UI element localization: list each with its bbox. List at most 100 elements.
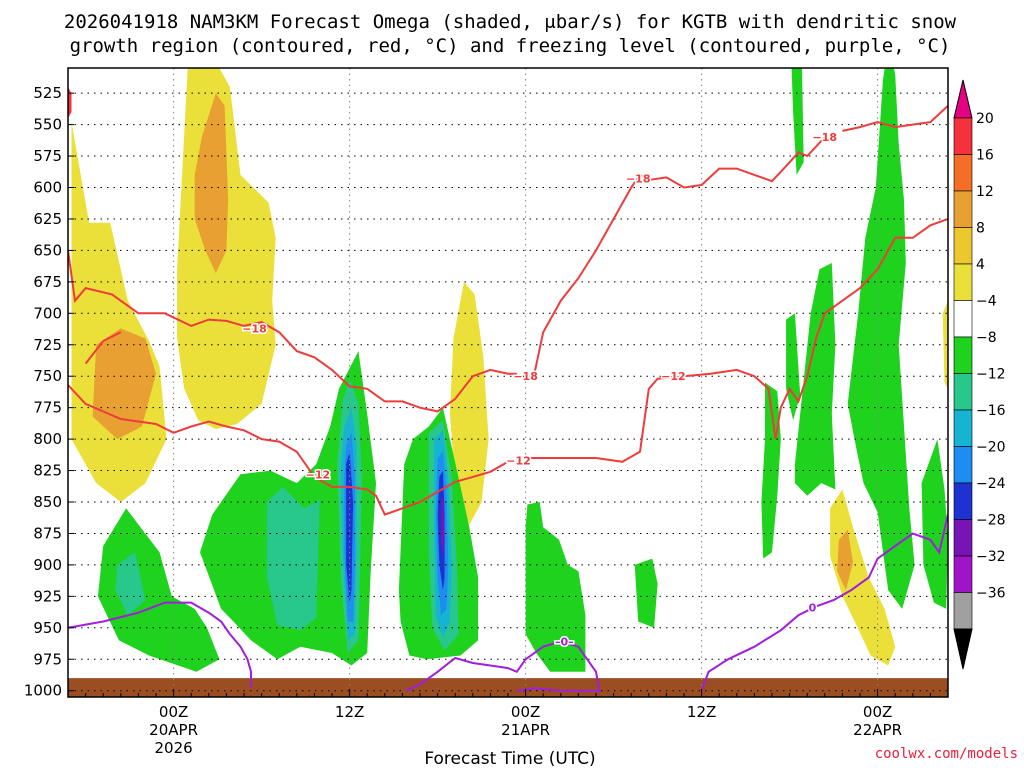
colorbar-label-3: 8 <box>976 221 985 237</box>
omega-region-24-value-neg6 <box>634 558 658 628</box>
omega-region-26-value-neg6 <box>791 68 804 175</box>
credit-text: coolwx.com/models <box>875 746 1018 762</box>
ground-band <box>68 678 948 697</box>
y-tick-label-575: 575 <box>33 147 62 165</box>
colorbar-label-2: 12 <box>976 184 994 200</box>
colorbar-swatch-5 <box>953 300 973 338</box>
x-tick-label-30: 12Z <box>687 703 716 721</box>
colorbar-label-9: −20 <box>976 440 1006 456</box>
dgz-label-6: −12 <box>661 370 686 383</box>
x-tick-label-20: 00Z <box>511 703 540 721</box>
colorbar-swatch-8 <box>953 409 973 447</box>
x-tick-date-0: 20APR <box>149 721 198 739</box>
colorbar-label-13: −36 <box>976 586 1006 602</box>
omega-region-9-value-neg6 <box>97 508 220 672</box>
colorbar-swatch-11 <box>953 519 973 557</box>
y-tick-label-1000: 1000 <box>24 682 62 700</box>
y-tick-label-550: 550 <box>33 116 62 134</box>
dgz-contour-2 <box>842 104 948 132</box>
freezing-label-0: –0– <box>555 636 574 649</box>
omega-region-10-value-neg10 <box>115 552 146 616</box>
omega-region-29-value-neg6 <box>847 68 915 609</box>
x-tick-label-10: 12Z <box>335 703 364 721</box>
y-tick-label-625: 625 <box>33 210 62 228</box>
y-tick-label-850: 850 <box>33 493 62 511</box>
y-tick-label-925: 925 <box>33 587 62 605</box>
x-tick-label-0: 00Z <box>159 703 188 721</box>
dgz-label-4: −12 <box>306 468 331 481</box>
colorbar-label-8: −16 <box>976 403 1006 419</box>
colorbar-label-4: 4 <box>976 257 985 273</box>
colorbar-label-12: −32 <box>976 549 1006 565</box>
freezing-label-1: 0 <box>809 602 817 615</box>
y-tick-label-825: 825 <box>33 462 62 480</box>
freezing-level-1 <box>405 640 601 692</box>
x-tick-label-40: 00Z <box>863 703 892 721</box>
colorbar-swatch-0 <box>953 117 973 155</box>
chart-title-line-1: 2026041918 NAM3KM Forecast Omega (shaded… <box>64 11 957 33</box>
y-tick-label-750: 750 <box>33 367 62 385</box>
x-tick-date-20: 21APR <box>501 721 550 739</box>
y-tick-label-650: 650 <box>33 241 62 259</box>
dgz-label-2: −18 <box>626 173 651 186</box>
y-tick-label-975: 975 <box>33 650 62 668</box>
omega-region-30-value-neg6 <box>921 439 948 609</box>
plot-contents: −18 −18 −18 −18 −12 −12 −12 –0– 0 <box>68 68 948 697</box>
y-tick-label-800: 800 <box>33 430 62 448</box>
colorbar: 20 16 12 8 4 −4 −8 −12 −16 −20 −24 −28 −32 −36 <box>953 79 1006 670</box>
y-tick-label-875: 875 <box>33 524 62 542</box>
colorbar-swatch-10 <box>953 482 973 520</box>
dgz-contour-1 <box>533 136 826 374</box>
omega-region-4-value-6 <box>449 281 489 525</box>
colorbar-label-1: 16 <box>976 148 994 164</box>
colorbar-swatch-9 <box>953 446 973 484</box>
omega-region-27-value-neg6 <box>786 313 801 421</box>
colorbar-label-5: −4 <box>976 294 997 310</box>
omega-region-7-value-10 <box>837 529 853 591</box>
y-tick-label-950: 950 <box>33 619 62 637</box>
dgz-contour-5 <box>84 331 122 365</box>
colorbar-top-arrow <box>953 79 973 119</box>
omega-region-12-value-neg10 <box>266 486 320 631</box>
y-tick-label-675: 675 <box>33 273 62 291</box>
y-tick-label-900: 900 <box>33 556 62 574</box>
freezing-level-2 <box>700 514 948 692</box>
colorbar-swatch-3 <box>953 227 973 265</box>
dgz-contour-3 <box>68 384 509 516</box>
omega-region-3-value-10 <box>194 93 229 274</box>
colorbar-swatch-6 <box>953 336 973 374</box>
dgz-contour-0 <box>68 250 517 413</box>
freezing-level-0 <box>68 601 252 689</box>
dgz-label-1: −18 <box>513 370 538 383</box>
colorbar-swatch-2 <box>953 190 973 228</box>
plot-area: −18 −18 −18 −18 −12 −12 −12 –0– 0 525 550 575 600 625… <box>24 67 949 757</box>
colorbar-label-10: −24 <box>976 476 1006 492</box>
colorbar-swatch-7 <box>953 373 973 411</box>
omega-region-1-value-10 <box>92 328 156 440</box>
x-tick-date-40: 22APR <box>853 721 902 739</box>
y-tick-label-700: 700 <box>33 304 62 322</box>
colorbar-label-7: −12 <box>976 367 1006 383</box>
omega-region-23-value-neg6 <box>525 502 586 672</box>
dgz-label-5: −12 <box>506 454 531 467</box>
chart-title-line-2: growth region (contoured, red, °C) and f… <box>70 35 951 57</box>
y-tick-label-525: 525 <box>33 84 62 102</box>
colorbar-label-6: −8 <box>976 330 997 346</box>
y-tick-label-600: 600 <box>33 179 62 197</box>
colorbar-swatch-1 <box>953 154 973 192</box>
omega-region-8-value-6 <box>942 300 948 389</box>
colorbar-swatch-12 <box>953 555 973 593</box>
y-tick-label-725: 725 <box>33 336 62 354</box>
dgz-contour-4 <box>525 218 948 463</box>
y-tick-label-775: 775 <box>33 399 62 417</box>
edge-red-sliver <box>68 86 72 119</box>
dgz-label-0: −18 <box>242 322 267 335</box>
colorbar-label-0: 20 <box>976 111 994 127</box>
colorbar-swatch-13 <box>953 592 973 630</box>
x-tick-year-0: 2026 <box>155 739 193 757</box>
omega-region-22-value-neg26 <box>441 495 445 559</box>
x-axis-label: Forecast Time (UTC) <box>424 749 595 768</box>
colorbar-label-11: −28 <box>976 513 1006 529</box>
colorbar-swatch-4 <box>953 263 973 301</box>
